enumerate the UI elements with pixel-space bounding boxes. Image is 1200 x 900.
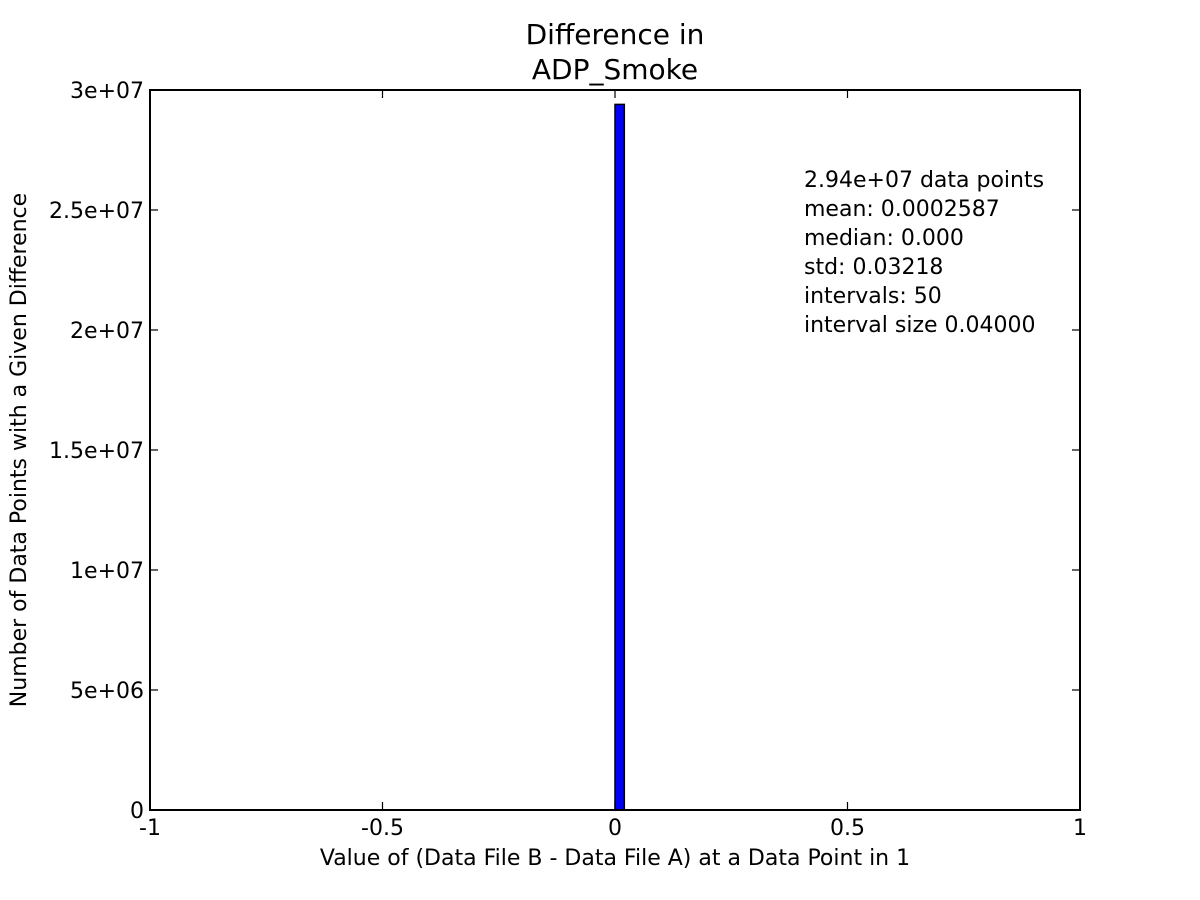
y-tick-label-5: 2.5e+07 [49, 199, 144, 224]
y-tick-label-3: 1.5e+07 [49, 439, 144, 464]
ticks-layer: -1 -0.5 0 0.5 1 0 5e+06 1e+07 1.5e+07 2e+07 2.5e+0… [49, 79, 1087, 841]
stats-line-count: 2.94e+07 data points [804, 168, 1044, 193]
y-tick-label-4: 2e+07 [70, 319, 144, 344]
stats-line-std: std: 0.03218 [804, 255, 943, 280]
stats-line-intervals: intervals: 50 [804, 284, 942, 309]
chart-title-line-2: ADP_Smoke [532, 53, 698, 86]
stats-line-interval-size: interval size 0.04000 [804, 313, 1036, 338]
bars-layer [614, 103, 626, 811]
histogram-bar-0 [614, 103, 626, 811]
x-tick-label-0: -1 [139, 816, 161, 841]
x-tick-label-1: -0.5 [361, 816, 404, 841]
x-tick-label-4: 1 [1073, 816, 1087, 841]
y-tick-label-2: 1e+07 [70, 559, 144, 584]
y-tick-label-0: 0 [130, 799, 144, 824]
x-axis-label: Value of (Data File B - Data File A) at … [320, 846, 910, 871]
stats-line-mean: mean: 0.0002587 [804, 197, 1000, 222]
chart-title-line-1: Difference in [526, 18, 705, 51]
y-tick-label-1: 5e+06 [70, 679, 144, 704]
y-tick-label-6: 3e+07 [70, 79, 144, 104]
y-axis-label: Number of Data Points with a Given Diffe… [7, 193, 32, 707]
stats-annotation: 2.94e+07 data points mean: 0.0002587 med… [804, 168, 1051, 338]
x-tick-label-2: 0 [608, 816, 622, 841]
x-tick-label-3: 0.5 [830, 816, 865, 841]
stats-line-median: median: 0.000 [804, 226, 964, 251]
